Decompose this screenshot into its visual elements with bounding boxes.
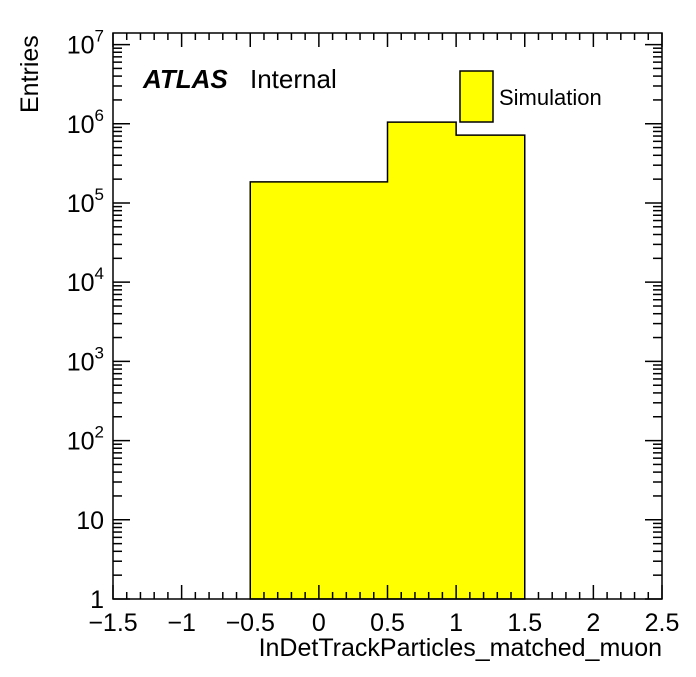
y-tick-label: 10: [76, 507, 104, 535]
y-tick-label: 1: [90, 586, 104, 614]
legend-label-simulation: Simulation: [499, 85, 602, 110]
atlas-annotation: ATLAS Internal: [142, 64, 337, 94]
x-tick-label: 1: [449, 609, 463, 637]
y-tick-label: 103: [67, 343, 104, 376]
histogram-bar-area: [249, 121, 526, 600]
x-tick-label: −0.5: [226, 609, 275, 637]
x-axis-title: InDetTrackParticles_matched_muon: [259, 634, 662, 662]
y-tick-label: 104: [67, 264, 104, 297]
x-tick-label: 2: [586, 609, 600, 637]
y-tick-label: 107: [67, 27, 104, 60]
legend: Simulation: [459, 70, 602, 123]
y-tick-label: 106: [67, 106, 104, 139]
y-axis-title: Entries: [16, 35, 44, 113]
x-tick-label: −1: [167, 609, 196, 637]
x-tick-label: 2.5: [645, 609, 680, 637]
x-tick-label: −1.5: [88, 609, 137, 637]
x-axis: −1.5 −1 −0.5 0 0.5 1 1.5 2 2.5: [88, 33, 679, 637]
x-tick-label: 1.5: [507, 609, 542, 637]
y-tick-label: 105: [67, 185, 104, 218]
y-tick-label: 102: [67, 423, 104, 456]
legend-marker-simulation: [459, 70, 494, 123]
x-tick-label: 0: [312, 609, 326, 637]
x-tick-label: 0.5: [370, 609, 405, 637]
atlas-logo-text: ATLAS: [142, 64, 228, 94]
y-axis: 1 10 102 103 104 105 106 107: [67, 27, 662, 614]
atlas-status-text: Internal: [250, 64, 337, 94]
histogram-series: [249, 121, 526, 600]
